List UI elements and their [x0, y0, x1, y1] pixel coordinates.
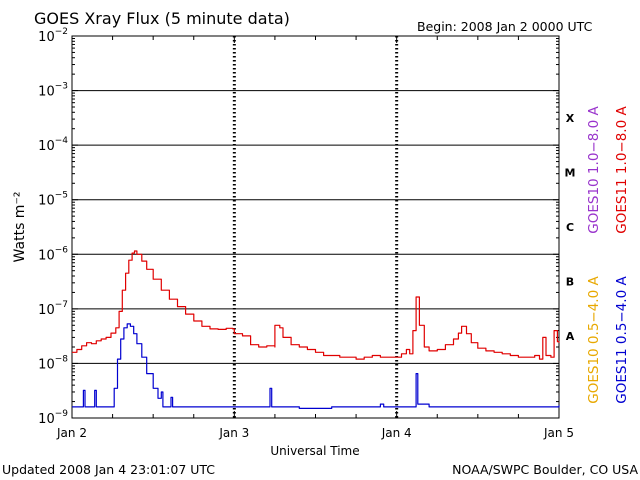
y-tick-label: 10−2	[38, 27, 68, 45]
x-tick-label: Jan 2	[56, 426, 87, 440]
y-tick-label: 10−5	[38, 191, 68, 209]
y-tick-exponent: −4	[55, 136, 69, 146]
y-tick-exponent: −2	[55, 27, 68, 37]
axis-ticks	[71, 35, 560, 419]
flare-class-label: C	[566, 221, 574, 234]
y-tick-base: 10	[38, 412, 55, 427]
y-tick-exponent: −7	[55, 300, 68, 310]
begin-time: Begin: 2008 Jan 2 0000 UTC	[417, 19, 593, 34]
y-tick-label: 10−6	[38, 245, 68, 263]
updated-timestamp: Updated 2008 Jan 4 23:01:07 UTC	[2, 462, 215, 477]
y-tick-label: 10−3	[38, 82, 68, 100]
series-line	[72, 250, 560, 360]
flare-class-label: X	[566, 112, 575, 125]
y-tick-base: 10	[38, 357, 55, 372]
y-tick-labels: 10−910−810−710−610−510−410−310−2	[38, 27, 68, 427]
y-tick-label: 10−8	[38, 354, 68, 372]
y-tick-base: 10	[38, 248, 55, 263]
y-tick-exponent: −8	[55, 354, 69, 364]
y-tick-label: 10−9	[38, 409, 68, 427]
legend: GOES10 1.0−8.0 A GOES11 1.0−8.0 A GOES10 0…	[586, 106, 630, 404]
x-tick-label: Jan 4	[381, 426, 412, 440]
legend-entry: GOES10 1.0−8.0 A	[586, 106, 602, 234]
y-tick-label: 10−7	[38, 300, 68, 318]
y-tick-base: 10	[38, 194, 55, 209]
source-credit: NOAA/SWPC Boulder, CO USA	[452, 462, 638, 477]
legend-entry: GOES11 1.0−8.0 A	[614, 106, 630, 234]
y-tick-base: 10	[38, 139, 55, 154]
x-axis-label: Universal Time	[270, 444, 359, 458]
flare-class-labels: A B C M X	[565, 112, 576, 343]
y-tick-exponent: −9	[55, 409, 69, 419]
x-tick-labels: Jan 2 Jan 3 Jan 4 Jan 5	[56, 426, 574, 440]
y-tick-exponent: −3	[55, 82, 68, 92]
legend-entry: GOES10 0.5−4.0 A	[586, 276, 602, 404]
series-lines	[72, 250, 560, 409]
y-axis-label: Watts m⁻²	[12, 192, 28, 263]
flare-class-label: A	[566, 330, 575, 343]
y-tick-exponent: −5	[55, 191, 68, 201]
chart-title: GOES Xray Flux (5 minute data)	[34, 9, 290, 28]
y-tick-base: 10	[38, 30, 55, 45]
y-tick-base: 10	[38, 303, 55, 318]
day-dividers	[232, 36, 399, 418]
flare-class-label: M	[565, 166, 576, 179]
grid-lines	[72, 90, 559, 364]
y-tick-exponent: −6	[55, 245, 69, 255]
y-tick-base: 10	[38, 85, 55, 100]
plot-frame	[71, 35, 560, 419]
x-tick-label: Jan 5	[543, 426, 574, 440]
y-tick-label: 10−4	[38, 136, 68, 154]
flare-class-label: B	[566, 276, 574, 289]
legend-entry: GOES11 0.5−4.0 A	[614, 276, 630, 404]
x-tick-label: Jan 3	[218, 426, 249, 440]
series-line	[72, 323, 560, 409]
